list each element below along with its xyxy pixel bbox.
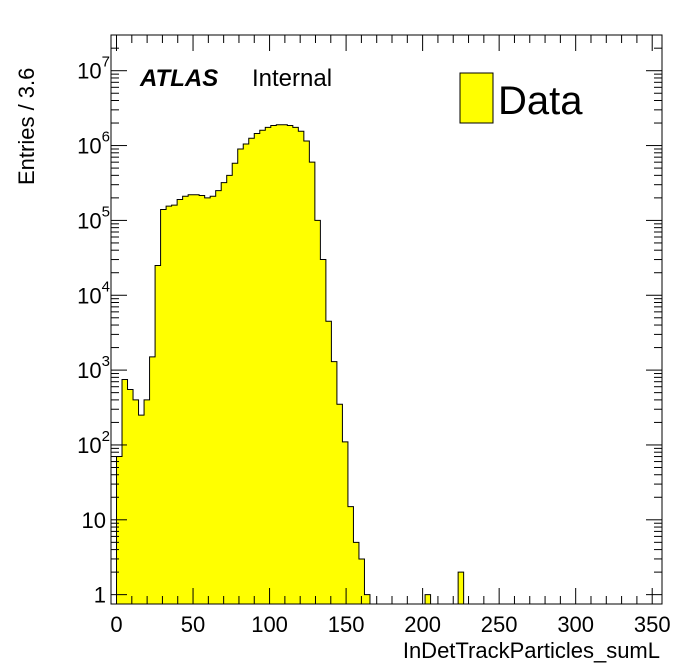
histogram-bin bbox=[424, 594, 432, 605]
histogram-body bbox=[111, 124, 371, 605]
atlas-label-bold: ATLAS bbox=[139, 65, 218, 92]
atlas-label: ATLAS Internal bbox=[139, 65, 332, 92]
x-tick-label: 0 bbox=[110, 612, 122, 637]
y-axis-title: Entries / 3.6 bbox=[14, 68, 39, 185]
x-axis: 0 50 100 150 200 250 300 350 bbox=[110, 35, 671, 637]
atlas-label-internal: Internal bbox=[252, 65, 332, 92]
y-tick-label: 104 bbox=[77, 278, 110, 308]
y-tick-label: 107 bbox=[77, 54, 110, 84]
x-tick-label: 250 bbox=[481, 612, 518, 637]
histogram-bars bbox=[111, 124, 465, 605]
x-axis-title: InDetTrackParticles_sumL bbox=[403, 638, 660, 663]
y-tick-label: 103 bbox=[77, 353, 110, 383]
y-tick-label: 1 bbox=[94, 583, 106, 608]
y-tick-label: 102 bbox=[77, 428, 110, 458]
legend-swatch bbox=[459, 72, 494, 124]
plot-frame bbox=[110, 34, 663, 605]
x-tick-label: 200 bbox=[404, 612, 441, 637]
y-tick-label: 106 bbox=[77, 129, 110, 159]
x-tick-label: 100 bbox=[251, 612, 288, 637]
legend-label-data: Data bbox=[498, 79, 583, 123]
histogram-bin bbox=[457, 571, 465, 605]
x-tick-label: 50 bbox=[181, 612, 205, 637]
legend: Data bbox=[459, 72, 583, 124]
x-tick-label: 350 bbox=[634, 612, 671, 637]
y-tick-label: 10 bbox=[82, 508, 106, 533]
y-tick-label: 105 bbox=[77, 203, 110, 233]
x-tick-label: 300 bbox=[557, 612, 594, 637]
x-tick-label: 150 bbox=[328, 612, 365, 637]
y-axis: 1 10 102 103 104 105 106 107 bbox=[77, 34, 662, 608]
